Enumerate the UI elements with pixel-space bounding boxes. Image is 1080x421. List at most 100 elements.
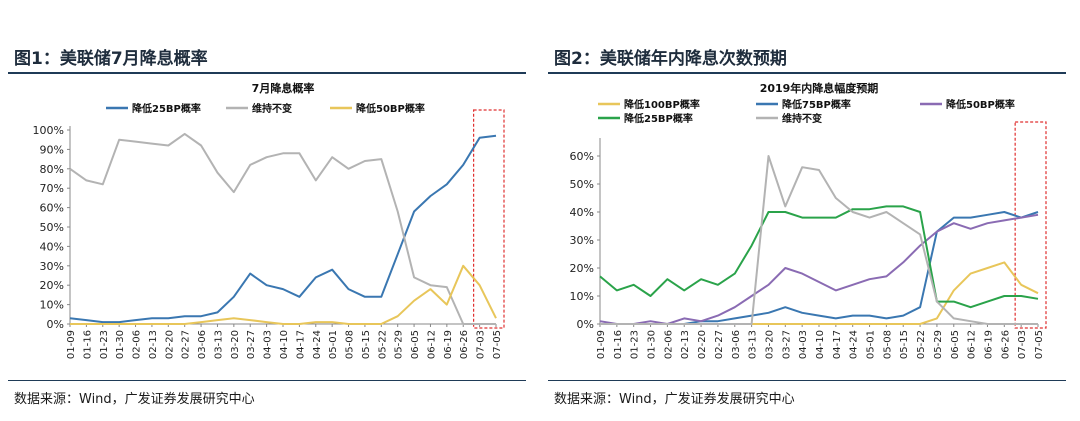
y-tick-label: 0% bbox=[577, 318, 594, 331]
source-rule bbox=[8, 380, 526, 381]
x-tick-label: 04-03 bbox=[263, 330, 274, 359]
x-tick-label: 06-12 bbox=[967, 330, 978, 359]
y-tick-label: 30% bbox=[40, 260, 64, 273]
x-tick-label: 01-09 bbox=[66, 330, 77, 359]
x-tick-label: 05-08 bbox=[345, 330, 356, 359]
x-tick-label: 06-12 bbox=[426, 330, 437, 359]
legend-label: 维持不变 bbox=[782, 112, 822, 125]
x-tick-label: 06-19 bbox=[983, 330, 994, 359]
x-tick-label: 07-03 bbox=[1017, 330, 1028, 359]
y-tick-label: 10% bbox=[570, 290, 594, 303]
figure-title: 图2：美联储年内降息次数预期 bbox=[554, 49, 787, 69]
x-tick-label: 01-23 bbox=[630, 330, 641, 359]
series-line bbox=[69, 132, 496, 325]
x-tick-label: 05-15 bbox=[361, 330, 372, 359]
y-tick-label: 30% bbox=[570, 234, 594, 247]
y-tick-label: 70% bbox=[40, 182, 64, 195]
y-tick-label: 20% bbox=[40, 279, 64, 292]
x-tick-label: 03-27 bbox=[781, 330, 792, 359]
x-tick-label: 07-05 bbox=[492, 330, 503, 359]
x-tick-label: 02-27 bbox=[714, 330, 725, 359]
series-line bbox=[69, 134, 497, 324]
title-rule bbox=[8, 72, 526, 74]
x-tick-label: 03-06 bbox=[197, 330, 208, 359]
x-tick-label: 06-26 bbox=[459, 330, 470, 359]
x-tick-label: 05-29 bbox=[394, 330, 405, 359]
title-rule bbox=[548, 72, 1066, 74]
x-tick-label: 07-03 bbox=[476, 330, 487, 359]
figure-2: 图2：美联储年内降息次数预期 2019年内降息幅度预期降低100BP概率 降低75… bbox=[548, 0, 1074, 421]
x-tick-label: 01-16 bbox=[613, 330, 624, 359]
y-tick-label: 60% bbox=[40, 202, 64, 215]
x-tick-label: 03-06 bbox=[731, 330, 742, 359]
x-tick-label: 02-27 bbox=[181, 330, 192, 359]
x-tick-label: 02-13 bbox=[680, 330, 691, 359]
y-tick-label: 0% bbox=[47, 318, 64, 331]
x-tick-label: 03-20 bbox=[230, 330, 241, 359]
series-line bbox=[600, 155, 1038, 325]
data-source: 数据来源：Wind，广发证券发展研究中心 bbox=[554, 392, 795, 407]
x-tick-label: 04-17 bbox=[295, 330, 306, 359]
x-tick-label: 04-17 bbox=[832, 330, 843, 359]
y-tick-label: 10% bbox=[40, 299, 64, 312]
x-tick-label: 06-19 bbox=[443, 330, 454, 359]
x-tick-label: 02-20 bbox=[164, 330, 175, 359]
x-tick-label: 04-10 bbox=[279, 330, 290, 359]
y-tick-label: 40% bbox=[40, 240, 64, 253]
x-tick-label: 04-24 bbox=[849, 330, 860, 359]
chart-title: 7月降息概率 bbox=[252, 81, 315, 95]
x-tick-label: 02-13 bbox=[148, 330, 159, 359]
legend-label: 降低50BP概率 bbox=[356, 102, 425, 115]
y-tick-label: 50% bbox=[40, 221, 64, 234]
x-tick-label: 06-05 bbox=[410, 330, 421, 359]
chart-title: 2019年内降息幅度预期 bbox=[760, 81, 879, 95]
x-tick-label: 02-06 bbox=[132, 330, 143, 359]
legend-label: 降低75BP概率 bbox=[782, 98, 851, 111]
x-tick-label: 03-20 bbox=[764, 330, 775, 359]
x-tick-label: 05-29 bbox=[933, 330, 944, 359]
y-tick-label: 40% bbox=[570, 206, 594, 219]
legend-label: 降低100BP概率 bbox=[624, 98, 700, 111]
x-tick-label: 02-20 bbox=[697, 330, 708, 359]
highlight-box bbox=[473, 109, 505, 329]
highlight-box bbox=[1014, 121, 1047, 329]
x-tick-label: 01-30 bbox=[647, 330, 658, 359]
x-tick-label: 05-15 bbox=[899, 330, 910, 359]
series-line bbox=[599, 205, 1039, 309]
figure-title: 图1：美联储7月降息概率 bbox=[14, 49, 208, 69]
x-tick-label: 05-01 bbox=[328, 330, 339, 359]
x-tick-label: 03-13 bbox=[748, 330, 759, 359]
data-source: 数据来源：Wind，广发证券发展研究中心 bbox=[14, 392, 255, 407]
series-line bbox=[599, 213, 1039, 325]
x-tick-label: 03-27 bbox=[246, 330, 257, 359]
y-tick-label: 100% bbox=[33, 124, 64, 137]
x-tick-label: 03-13 bbox=[213, 330, 224, 359]
series-line bbox=[70, 264, 497, 325]
legend-label: 降低50BP概率 bbox=[946, 98, 1015, 111]
x-tick-label: 01-23 bbox=[99, 330, 110, 359]
y-tick-label: 50% bbox=[570, 178, 594, 191]
x-tick-label: 04-10 bbox=[815, 330, 826, 359]
x-tick-label: 05-22 bbox=[916, 330, 927, 359]
legend-label: 维持不变 bbox=[252, 102, 292, 115]
x-tick-label: 04-24 bbox=[312, 330, 323, 359]
x-tick-label: 01-30 bbox=[115, 330, 126, 359]
x-tick-label: 05-08 bbox=[882, 330, 893, 359]
x-tick-label: 01-09 bbox=[596, 330, 607, 359]
x-tick-label: 06-26 bbox=[1000, 330, 1011, 359]
y-tick-label: 60% bbox=[570, 150, 594, 163]
source-rule bbox=[548, 380, 1066, 381]
y-tick-label: 20% bbox=[570, 262, 594, 275]
x-tick-label: 01-16 bbox=[82, 330, 93, 359]
x-tick-label: 06-05 bbox=[950, 330, 961, 359]
legend-label: 降低25BP概率 bbox=[132, 102, 201, 115]
x-tick-label: 05-22 bbox=[377, 330, 388, 359]
x-tick-label: 02-06 bbox=[663, 330, 674, 359]
y-tick-label: 90% bbox=[40, 143, 64, 156]
x-tick-label: 05-01 bbox=[866, 330, 877, 359]
x-tick-label: 07-05 bbox=[1034, 330, 1045, 359]
x-tick-label: 04-03 bbox=[798, 330, 809, 359]
figure-1: 图1：美联储7月降息概率 7月降息概率降低25BP概率 维持不变 降低50BP概率 0… bbox=[8, 0, 534, 421]
